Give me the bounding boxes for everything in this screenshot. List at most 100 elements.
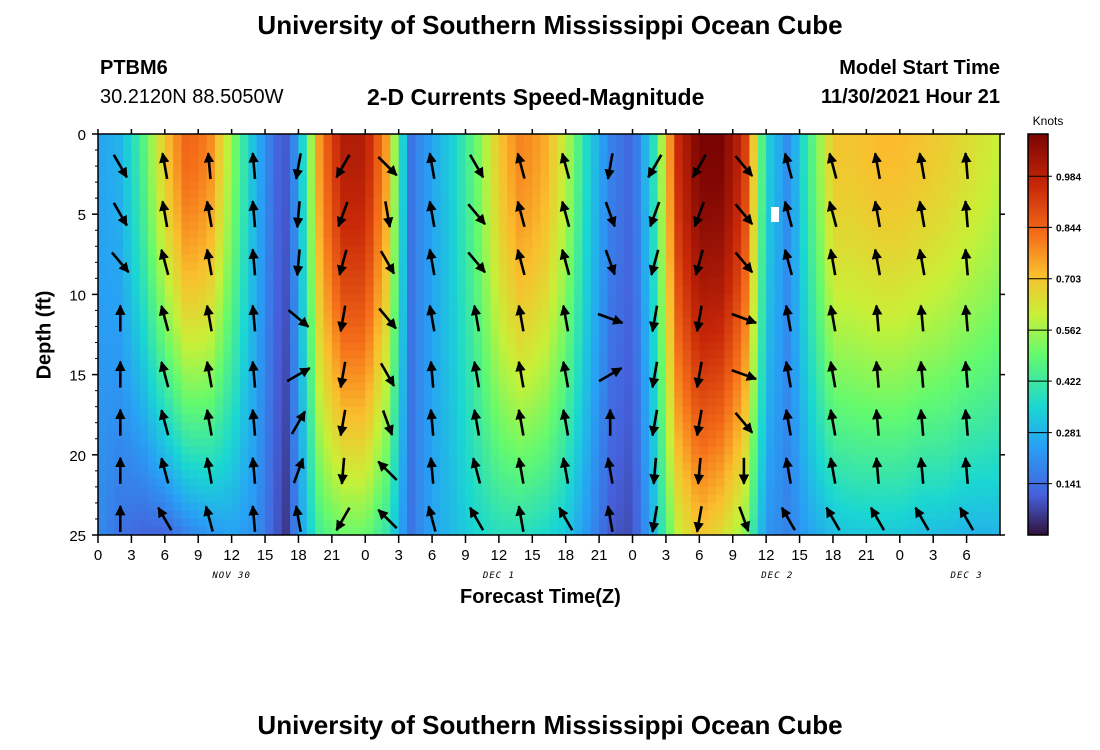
heat-cell: [465, 382, 475, 392]
heat-cell: [766, 406, 776, 416]
heat-cell: [724, 198, 734, 207]
heat-cell: [799, 206, 809, 215]
heat-cell: [615, 174, 625, 183]
heat-cell: [381, 350, 391, 360]
heat-cell: [482, 254, 492, 263]
heat-cell: [331, 422, 341, 432]
heat-cell: [323, 446, 333, 456]
heat-cell: [265, 326, 274, 336]
heat-cell: [908, 182, 918, 191]
heat-cell: [574, 134, 584, 143]
heat-cell: [899, 486, 909, 496]
heat-cell: [231, 262, 241, 271]
heat-cell: [682, 230, 692, 239]
heat-cell: [440, 382, 450, 392]
heat-cell: [156, 374, 166, 384]
heat-cell: [924, 142, 934, 151]
heat-cell: [490, 206, 500, 215]
heat-cell: [757, 214, 767, 223]
heat-cell: [707, 222, 717, 231]
heat-cell: [791, 166, 801, 175]
heat-cell: [164, 246, 174, 255]
heat-cell: [757, 278, 767, 287]
heat-cell: [540, 358, 550, 368]
heat-cell: [682, 214, 692, 223]
heat-cell: [532, 510, 542, 520]
heat-cell: [256, 142, 266, 151]
heat-cell: [415, 238, 425, 247]
heat-cell: [866, 438, 876, 448]
heat-cell: [365, 350, 375, 360]
heat-cell: [515, 182, 525, 191]
heat-cell: [331, 350, 341, 360]
heat-cell: [799, 446, 809, 456]
heat-cell: [549, 390, 558, 400]
heat-cell: [340, 174, 350, 183]
heat-cell: [348, 142, 358, 151]
heat-cell: [883, 158, 893, 167]
heat-cell: [265, 134, 274, 143]
heat-cell: [665, 190, 675, 199]
heat-cell: [515, 318, 525, 328]
heat-cell: [498, 278, 508, 287]
heat-cell: [356, 174, 366, 183]
heat-cell: [348, 374, 358, 384]
heat-cell: [532, 222, 542, 231]
heat-cell: [782, 350, 792, 360]
heat-cell: [816, 294, 826, 304]
heat-cell: [365, 310, 375, 320]
heat-cell: [590, 382, 600, 392]
heat-cell: [148, 238, 158, 247]
heat-cell: [298, 502, 308, 512]
heat-cell: [482, 142, 492, 151]
heat-cell: [632, 174, 642, 183]
heat-cell: [899, 166, 909, 175]
model-start-label: Model Start Time: [839, 57, 1000, 79]
heat-cell: [540, 422, 550, 432]
heat-cell: [557, 382, 567, 392]
heat-cell: [883, 414, 893, 424]
heat-cell: [574, 214, 584, 223]
heat-cell: [665, 158, 675, 167]
heat-cell: [440, 206, 450, 215]
heat-cell: [574, 510, 584, 520]
heat-cell: [565, 214, 575, 223]
heat-cell: [523, 222, 533, 231]
heat-cell: [874, 438, 884, 448]
heat-cell: [724, 494, 734, 504]
heat-cell: [415, 358, 425, 368]
heat-cell: [315, 470, 325, 480]
heat-cell: [189, 342, 199, 352]
heat-cell: [624, 478, 634, 488]
heat-cell: [490, 310, 500, 320]
heat-cell: [766, 446, 776, 456]
heat-cell: [774, 526, 784, 535]
heat-cell: [223, 422, 233, 432]
heat-cell: [457, 142, 467, 151]
heat-cell: [841, 414, 851, 424]
heat-cell: [707, 446, 717, 456]
heat-cell: [908, 342, 918, 352]
heat-cell: [281, 294, 291, 304]
heat-cell: [373, 454, 383, 464]
heat-cell: [607, 358, 617, 368]
heat-cell: [590, 342, 600, 352]
heat-cell: [273, 502, 283, 512]
heat-cell: [707, 254, 717, 263]
heat-cell: [640, 342, 650, 352]
heat-cell: [540, 254, 550, 263]
heat-cell: [323, 382, 333, 392]
heat-cell: [707, 262, 717, 271]
heat-cell: [674, 526, 684, 535]
heat-cell: [231, 158, 241, 167]
heat-cell: [457, 222, 467, 231]
heat-cell: [565, 406, 575, 416]
heat-cell: [565, 470, 575, 480]
heat-cell: [189, 222, 199, 231]
heat-cell: [766, 430, 776, 440]
heat-cell: [440, 286, 450, 295]
heat-cell: [741, 494, 751, 504]
heat-cell: [757, 182, 767, 191]
heat-cell: [123, 502, 133, 512]
heat-cell: [724, 438, 734, 448]
